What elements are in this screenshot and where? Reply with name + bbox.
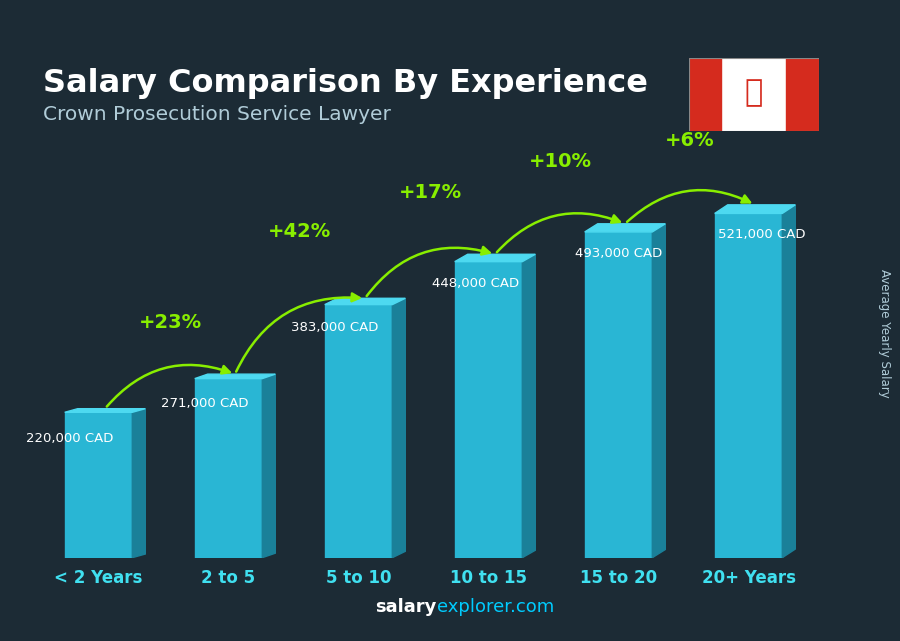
Text: Crown Prosecution Service Lawyer: Crown Prosecution Service Lawyer xyxy=(43,104,392,124)
Polygon shape xyxy=(132,409,145,558)
Text: +10%: +10% xyxy=(528,152,591,171)
Polygon shape xyxy=(715,205,796,213)
Polygon shape xyxy=(585,224,665,232)
Bar xyxy=(715,213,782,558)
Text: +17%: +17% xyxy=(399,183,462,202)
Text: Average Yearly Salary: Average Yearly Salary xyxy=(878,269,890,397)
Text: salary: salary xyxy=(375,597,436,615)
Polygon shape xyxy=(782,205,796,558)
Text: 220,000 CAD: 220,000 CAD xyxy=(26,432,113,445)
Text: +6%: +6% xyxy=(665,131,715,151)
Text: 271,000 CAD: 271,000 CAD xyxy=(161,397,248,410)
Bar xyxy=(454,262,522,558)
Bar xyxy=(194,379,262,558)
Bar xyxy=(65,412,132,558)
Polygon shape xyxy=(262,374,275,558)
Polygon shape xyxy=(652,224,665,558)
Polygon shape xyxy=(454,254,536,262)
Polygon shape xyxy=(392,298,405,558)
Text: +23%: +23% xyxy=(139,313,202,332)
Text: 521,000 CAD: 521,000 CAD xyxy=(718,228,806,241)
Polygon shape xyxy=(522,254,536,558)
Bar xyxy=(688,58,721,131)
Text: 448,000 CAD: 448,000 CAD xyxy=(432,278,519,290)
Bar xyxy=(787,58,819,131)
Text: 493,000 CAD: 493,000 CAD xyxy=(575,247,662,260)
Polygon shape xyxy=(325,298,405,304)
Bar xyxy=(585,232,652,558)
Polygon shape xyxy=(65,409,145,412)
Text: 🍁: 🍁 xyxy=(744,78,763,107)
Text: 383,000 CAD: 383,000 CAD xyxy=(292,321,379,335)
Polygon shape xyxy=(194,374,275,379)
Text: Salary Comparison By Experience: Salary Comparison By Experience xyxy=(43,68,648,99)
Bar xyxy=(325,304,392,558)
Text: explorer.com: explorer.com xyxy=(436,597,554,615)
Text: +42%: +42% xyxy=(268,222,331,241)
